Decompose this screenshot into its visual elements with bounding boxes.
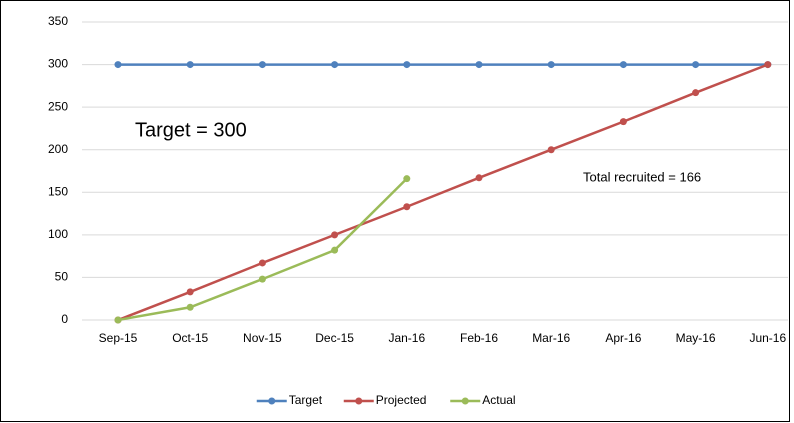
data-point: [403, 175, 411, 183]
x-tick-label: Mar-16: [532, 331, 570, 345]
x-tick-label: Jun-16: [749, 331, 786, 345]
data-point: [331, 231, 339, 239]
legend-label: Target: [289, 393, 323, 407]
y-tick-label: 350: [48, 14, 68, 28]
data-point: [114, 316, 122, 324]
data-point: [547, 61, 555, 69]
data-point: [692, 89, 700, 97]
y-tick-label: 50: [55, 270, 69, 284]
x-tick-label: Oct-15: [172, 331, 208, 345]
x-tick-label: Apr-16: [605, 331, 641, 345]
data-point: [186, 288, 194, 296]
legend-marker: [355, 397, 363, 405]
data-point: [475, 174, 483, 182]
data-point: [619, 118, 627, 126]
y-tick-label: 0: [61, 312, 68, 326]
series-line: [117, 63, 769, 322]
data-point: [331, 61, 339, 69]
x-tick-label: Nov-15: [243, 331, 282, 345]
x-tick-label: Sep-15: [99, 331, 138, 345]
data-point: [186, 61, 194, 69]
data-point: [258, 275, 266, 283]
data-point: [619, 61, 627, 69]
y-tick-label: 300: [48, 57, 68, 71]
y-tick-label: 150: [48, 184, 68, 198]
data-point: [258, 61, 266, 69]
x-tick-label: May-16: [676, 331, 716, 345]
x-tick-label: Jan-16: [388, 331, 425, 345]
data-point: [331, 246, 339, 254]
data-point: [764, 61, 772, 69]
y-tick-label: 200: [48, 142, 68, 156]
data-point: [114, 61, 122, 69]
data-point: [547, 146, 555, 154]
legend-marker: [268, 397, 276, 405]
y-tick-label: 250: [48, 99, 68, 113]
x-tick-label: Dec-15: [315, 331, 354, 345]
legend-marker: [461, 397, 469, 405]
data-point: [403, 203, 411, 211]
annotation: Total recruited = 166: [583, 169, 701, 184]
legend-label: Projected: [376, 393, 427, 407]
data-point: [692, 61, 700, 69]
data-point: [403, 61, 411, 69]
annotation: Target = 300: [135, 119, 247, 141]
y-tick-label: 100: [48, 227, 68, 241]
legend-label: Actual: [482, 393, 515, 407]
data-point: [258, 259, 266, 267]
data-point: [475, 61, 483, 69]
x-tick-label: Feb-16: [460, 331, 498, 345]
data-point: [186, 303, 194, 311]
